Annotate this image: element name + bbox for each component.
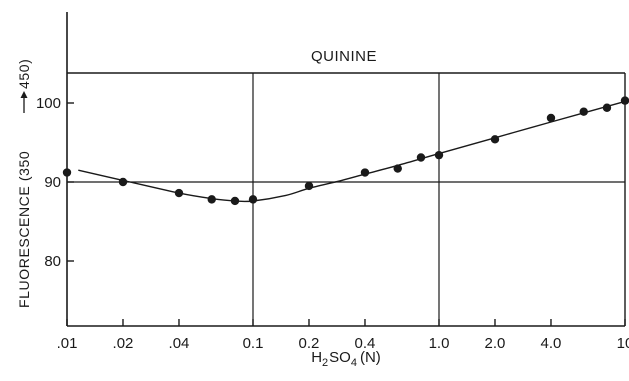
x-tick-label: 10 — [617, 335, 629, 352]
data-point — [230, 196, 240, 206]
fit-curve-layer — [78, 100, 626, 203]
y-tick-label: 100 — [36, 95, 61, 112]
y-tick-label: 90 — [44, 174, 61, 191]
y-axis-label-main: FLUORESCENCE (350 — [16, 151, 32, 308]
x-axis-label-so: SO — [329, 349, 351, 366]
data-point — [248, 195, 258, 204]
data-point — [304, 181, 314, 191]
data-point — [174, 188, 184, 198]
x-axis-label-sub2: 4 — [351, 357, 357, 369]
data-point — [360, 168, 370, 177]
data-point — [579, 107, 588, 116]
data-point — [62, 168, 72, 177]
data-point — [118, 177, 128, 187]
data-point — [490, 135, 500, 144]
chart-title: QUININE — [311, 48, 377, 65]
x-tick-label: 4.0 — [541, 335, 562, 352]
y-axis-label-end: 450) — [16, 59, 32, 89]
tick-labels: .01 .02 .04 0.1 0.2 0.4 1.0 2.0 4.0 10 80 90 100 — [36, 95, 629, 352]
data-point — [434, 150, 444, 160]
data-point — [207, 195, 216, 204]
data-point — [620, 96, 629, 105]
x-axis-label-unit: (N) — [360, 349, 381, 366]
y-axis-label-arrowhead — [20, 91, 28, 98]
x-tick-label: 0.1 — [243, 335, 264, 352]
grid-lines — [67, 73, 625, 326]
x-axis-label-sub1: 2 — [322, 357, 328, 369]
data-point — [546, 113, 556, 123]
x-tick-label: 0.2 — [299, 335, 320, 352]
axis-ticks — [66, 102, 626, 326]
x-axis-label-h: H — [311, 349, 322, 366]
y-tick-label: 80 — [44, 253, 61, 270]
x-tick-label: .01 — [57, 335, 78, 352]
data-point — [416, 153, 426, 162]
x-tick-label: .02 — [113, 335, 134, 352]
x-tick-label: 0.4 — [355, 335, 376, 352]
x-tick-label: 2.0 — [485, 335, 506, 352]
x-axis-label: H2SO4 (N) — [311, 349, 381, 369]
y-axis-label: FLUORESCENCE (350 450) — [16, 59, 32, 308]
data-points — [62, 96, 629, 206]
fit-curve — [78, 100, 626, 203]
data-point — [393, 164, 402, 173]
x-tick-label: 1.0 — [429, 335, 450, 352]
x-tick-label: .04 — [169, 335, 190, 352]
data-point — [602, 103, 612, 112]
